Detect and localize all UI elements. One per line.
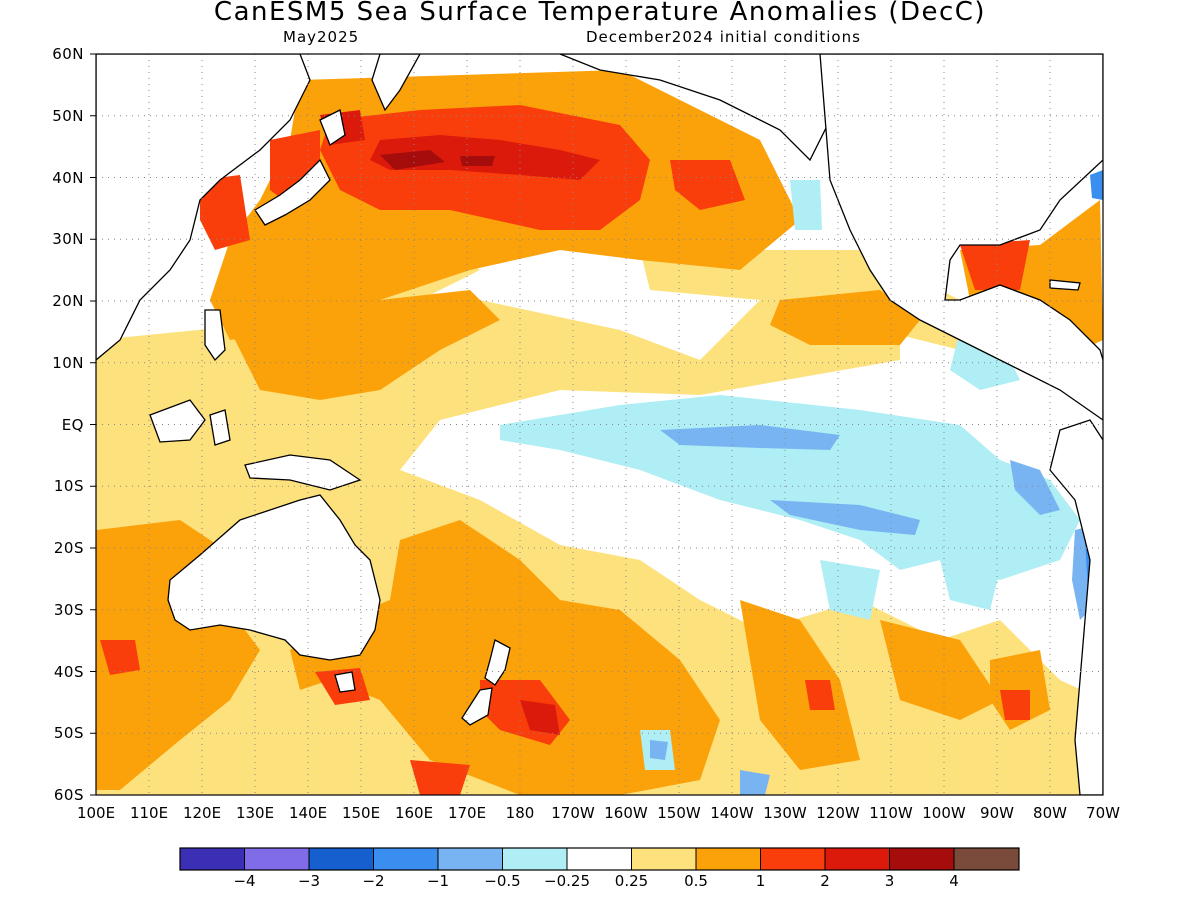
lon-label: 130W [763,804,807,822]
lat-label: 10N [52,353,84,372]
colorbar-label: 1 [755,872,766,890]
lon-label: 100W [922,804,966,822]
colorbar-label: −2 [362,872,385,890]
colorbar-swatch-3 [309,848,374,870]
colorbar-swatch-8 [631,848,696,870]
lon-label: 130E [235,804,275,822]
lat-label: EQ [61,415,84,434]
lat-label: 40S [53,662,84,681]
lat-label: 50S [53,724,84,743]
lon-label: 180 [505,804,535,822]
lon-label: 110W [869,804,913,822]
coastlines [96,54,1103,795]
colorbar [179,847,1020,871]
lon-label: 120E [182,804,222,822]
lon-label: 100E [76,804,116,822]
lat-label: 20N [52,292,84,310]
colorbar-label: −4 [233,872,256,890]
colorbar-swatch-7 [567,848,632,870]
lon-label: 120W [816,804,860,822]
lon-label: 170W [551,804,595,822]
lat-label: 30N [52,230,84,249]
lon-label: 110E [129,804,169,822]
colorbar-label: 4 [949,872,959,890]
colorbar-label: −0.5 [484,872,521,890]
lat-label: 60S [53,786,84,804]
colorbar-swatch-5 [438,848,503,870]
lon-label: 140E [288,804,328,822]
colorbar-label: 0.25 [614,872,649,890]
lon-label: 140W [710,804,754,822]
lon-label: 80W [1033,804,1067,822]
colorbar-swatch-1 [180,848,245,870]
lon-label: 150E [341,804,381,822]
colorbar-swatch-13 [954,848,1019,870]
lon-label: 170E [447,804,487,822]
colorbar-swatch-12 [889,848,954,870]
lon-label: 70W [1086,804,1120,822]
lat-label: 20S [53,539,84,557]
forecast-month: May2025 [283,28,360,46]
colorbar-label: 3 [884,872,895,890]
colorbar-swatch-10 [760,848,825,870]
axis-ticks [90,53,96,796]
lat-label: 40N [52,168,84,187]
map-title: CanESM5 Sea Surface Temperature Anomalie… [213,0,987,27]
colorbar-label: 0.5 [684,872,708,890]
lat-label: 50N [52,106,84,125]
lon-label: 160E [394,804,434,822]
lat-label: 60N [52,45,84,63]
colorbar-swatch-6 [502,848,567,870]
lon-label: 160W [604,804,648,822]
colorbar-swatch-2 [244,848,309,870]
lon-label: 150W [657,804,701,822]
colorbar-label: −0.25 [544,872,590,890]
lat-label: 30S [53,600,84,619]
colorbar-label: −3 [297,872,321,890]
initial-conditions-label: December2024 initial conditions [586,28,861,46]
lat-label: 10S [53,477,84,496]
colorbar-swatch-9 [696,848,761,870]
colorbar-label: 2 [820,872,830,890]
colorbar-label: −1 [426,872,450,890]
colorbar-swatch-11 [825,848,890,870]
lon-label: 90W [980,804,1014,822]
colorbar-swatch-4 [373,848,438,870]
